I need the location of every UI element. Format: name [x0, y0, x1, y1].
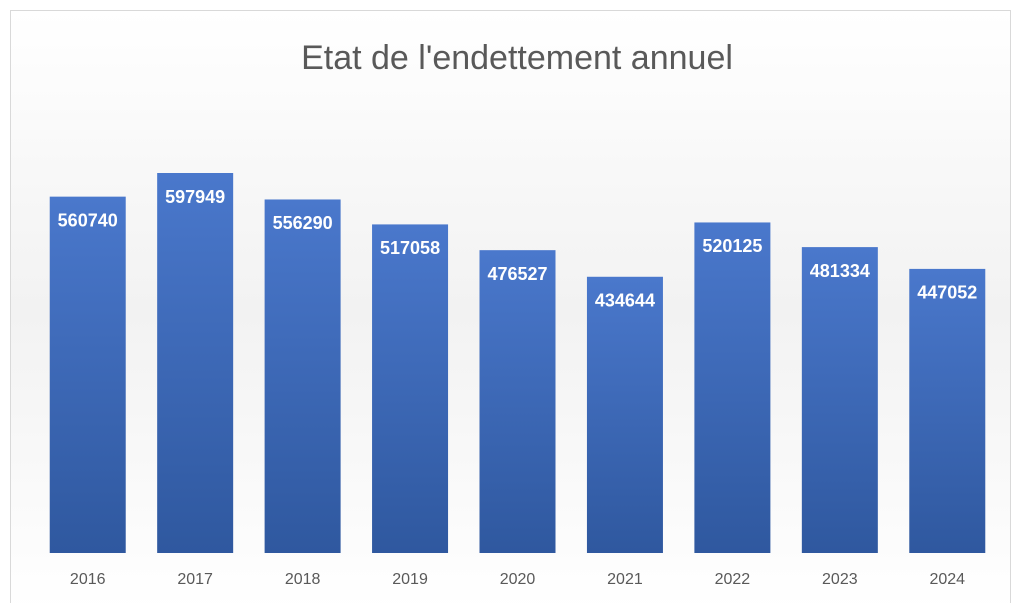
chart-title: Etat de l'endettement annuel — [301, 39, 733, 77]
bar — [49, 196, 126, 553]
data-label: 517058 — [380, 238, 440, 258]
x-tick-label: 2024 — [929, 571, 965, 588]
x-tick-label: 2022 — [715, 571, 751, 588]
data-label: 556290 — [273, 213, 333, 233]
bar — [801, 247, 878, 553]
x-tick-label: 2020 — [500, 571, 536, 588]
x-tick-label: 2017 — [177, 571, 213, 588]
data-label: 597949 — [165, 187, 225, 207]
data-label: 481334 — [810, 261, 870, 281]
x-tick-label: 2021 — [607, 571, 643, 588]
bar — [586, 276, 663, 553]
x-tick-label: 2018 — [285, 571, 321, 588]
data-label: 434644 — [595, 291, 655, 311]
bar — [479, 250, 556, 553]
bar — [372, 224, 449, 554]
data-label: 476527 — [487, 264, 547, 284]
data-label: 560740 — [58, 210, 118, 230]
data-label: 520125 — [702, 236, 762, 256]
bar — [909, 268, 986, 553]
x-tick-label: 2016 — [70, 571, 106, 588]
bar — [694, 222, 771, 554]
x-tick-label: 2019 — [392, 571, 428, 588]
bar — [157, 173, 234, 553]
x-tick-label: 2023 — [822, 571, 858, 588]
bar — [264, 199, 341, 553]
data-label: 447052 — [917, 283, 977, 303]
